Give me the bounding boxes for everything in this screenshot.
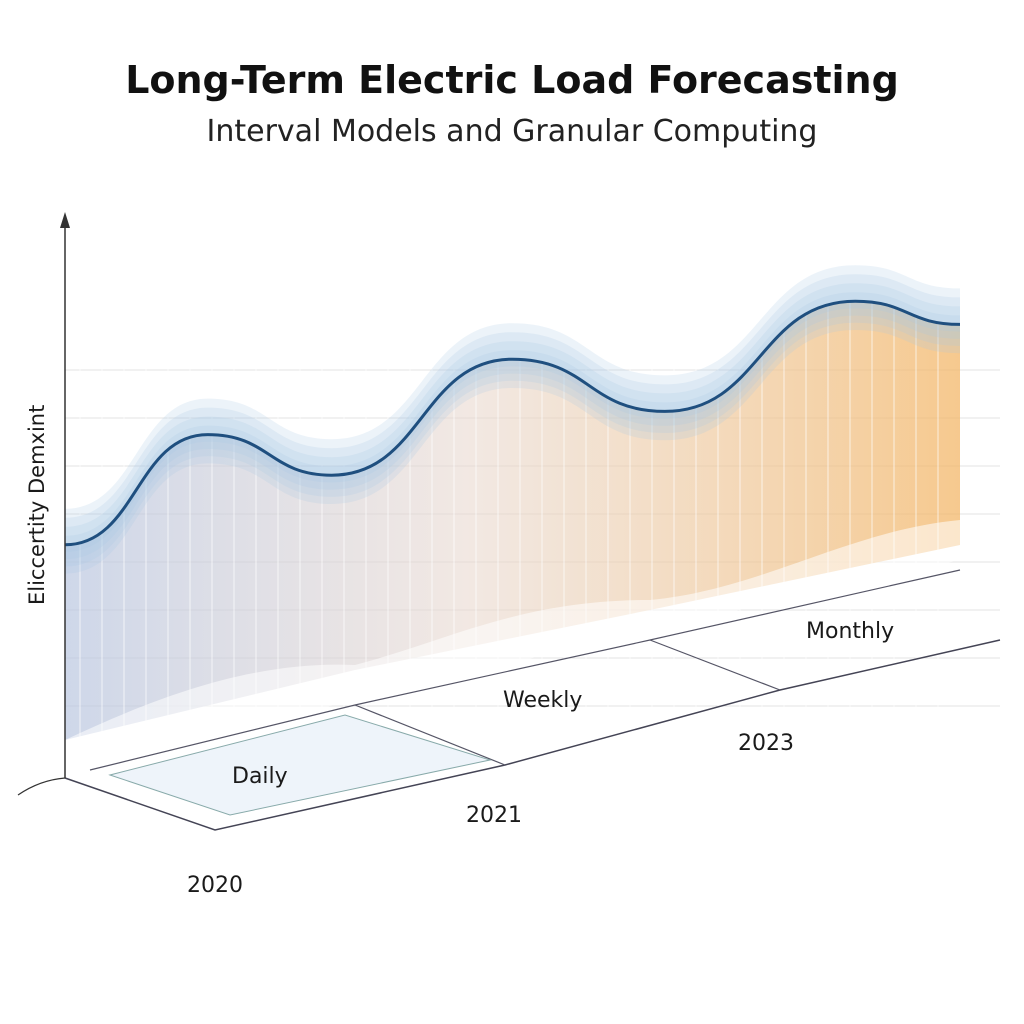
demand-area bbox=[65, 301, 960, 740]
x-tick-2023: 2023 bbox=[738, 731, 794, 756]
granularity-label-daily: Daily bbox=[232, 764, 288, 789]
chart-title: Long-Term Electric Load Forecasting bbox=[125, 58, 899, 102]
y-axis-label: Eliccertity Demxint bbox=[25, 405, 49, 605]
x-tick-2020: 2020 bbox=[187, 873, 243, 898]
chart-subtitle: Interval Models and Granular Computing bbox=[206, 114, 818, 149]
granularity-label-monthly: Monthly bbox=[806, 619, 894, 644]
lower-ridge bbox=[65, 520, 960, 770]
floor-panels bbox=[64, 569, 1001, 831]
interval-band bbox=[65, 283, 960, 560]
interval-band bbox=[65, 265, 960, 574]
axes bbox=[17, 212, 70, 796]
forecast-line bbox=[64, 299, 961, 547]
granularity-label-weekly: Weekly bbox=[503, 688, 582, 713]
x-tick-2021: 2021 bbox=[466, 803, 522, 828]
